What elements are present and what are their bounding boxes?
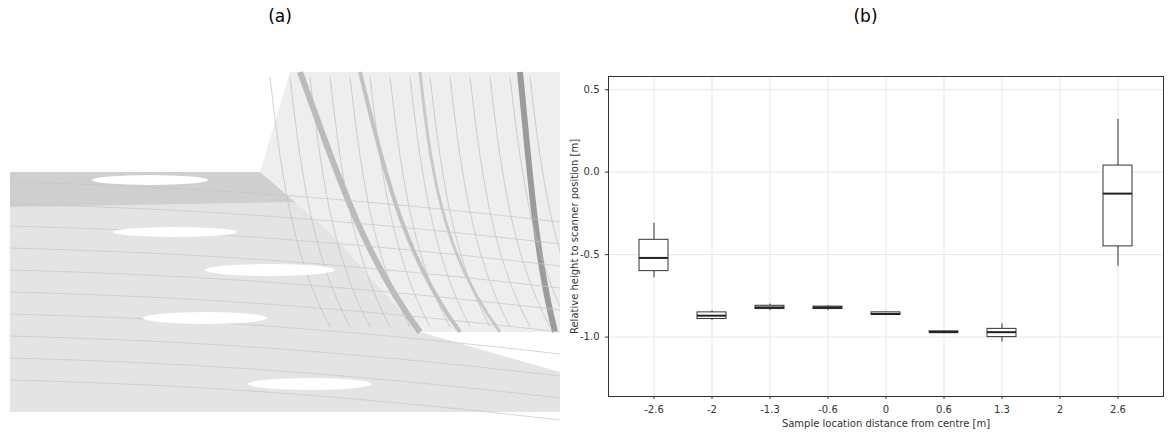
- svg-text:-0.6: -0.6: [818, 404, 838, 415]
- svg-text:-1.3: -1.3: [760, 404, 780, 415]
- svg-text:1.3: 1.3: [994, 404, 1010, 415]
- svg-text:-2.6: -2.6: [644, 404, 664, 415]
- svg-text:0: 0: [883, 404, 889, 415]
- svg-text:-0.5: -0.5: [580, 249, 600, 260]
- svg-text:0.5: 0.5: [584, 84, 600, 95]
- svg-text:0.6: 0.6: [936, 404, 952, 415]
- svg-text:Sample location distance from: Sample location distance from centre [m]: [782, 418, 990, 429]
- html-text:(a): (a): [268, 6, 292, 26]
- svg-text:-2: -2: [707, 404, 717, 415]
- svg-text:2.6: 2.6: [1110, 404, 1126, 415]
- svg-text:-1.0: -1.0: [580, 331, 600, 342]
- svg-text:0.0: 0.0: [584, 166, 600, 177]
- svg-text:2: 2: [1057, 404, 1063, 415]
- svg-text:Relative height to scanner pos: Relative height to scanner position [m]: [569, 139, 580, 334]
- html-text:(b): (b): [853, 6, 878, 26]
